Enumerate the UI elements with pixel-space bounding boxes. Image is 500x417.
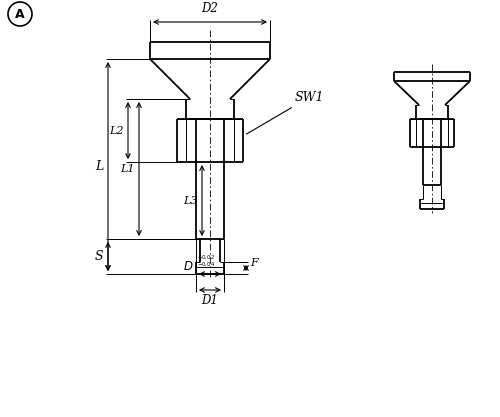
Text: $D$: $D$ — [182, 260, 193, 273]
Text: L1: L1 — [120, 164, 135, 174]
Text: F: F — [250, 258, 258, 268]
Text: L2: L2 — [110, 126, 124, 136]
Text: SW1: SW1 — [246, 90, 324, 134]
Text: S: S — [94, 250, 103, 263]
Text: L3: L3 — [184, 196, 198, 206]
Text: A: A — [15, 8, 25, 20]
Text: L: L — [95, 160, 103, 173]
Text: $^{-0{,}02}_{-0{,}04}$: $^{-0{,}02}_{-0{,}04}$ — [197, 254, 215, 269]
Text: D2: D2 — [202, 2, 218, 15]
Text: D1: D1 — [202, 294, 218, 307]
